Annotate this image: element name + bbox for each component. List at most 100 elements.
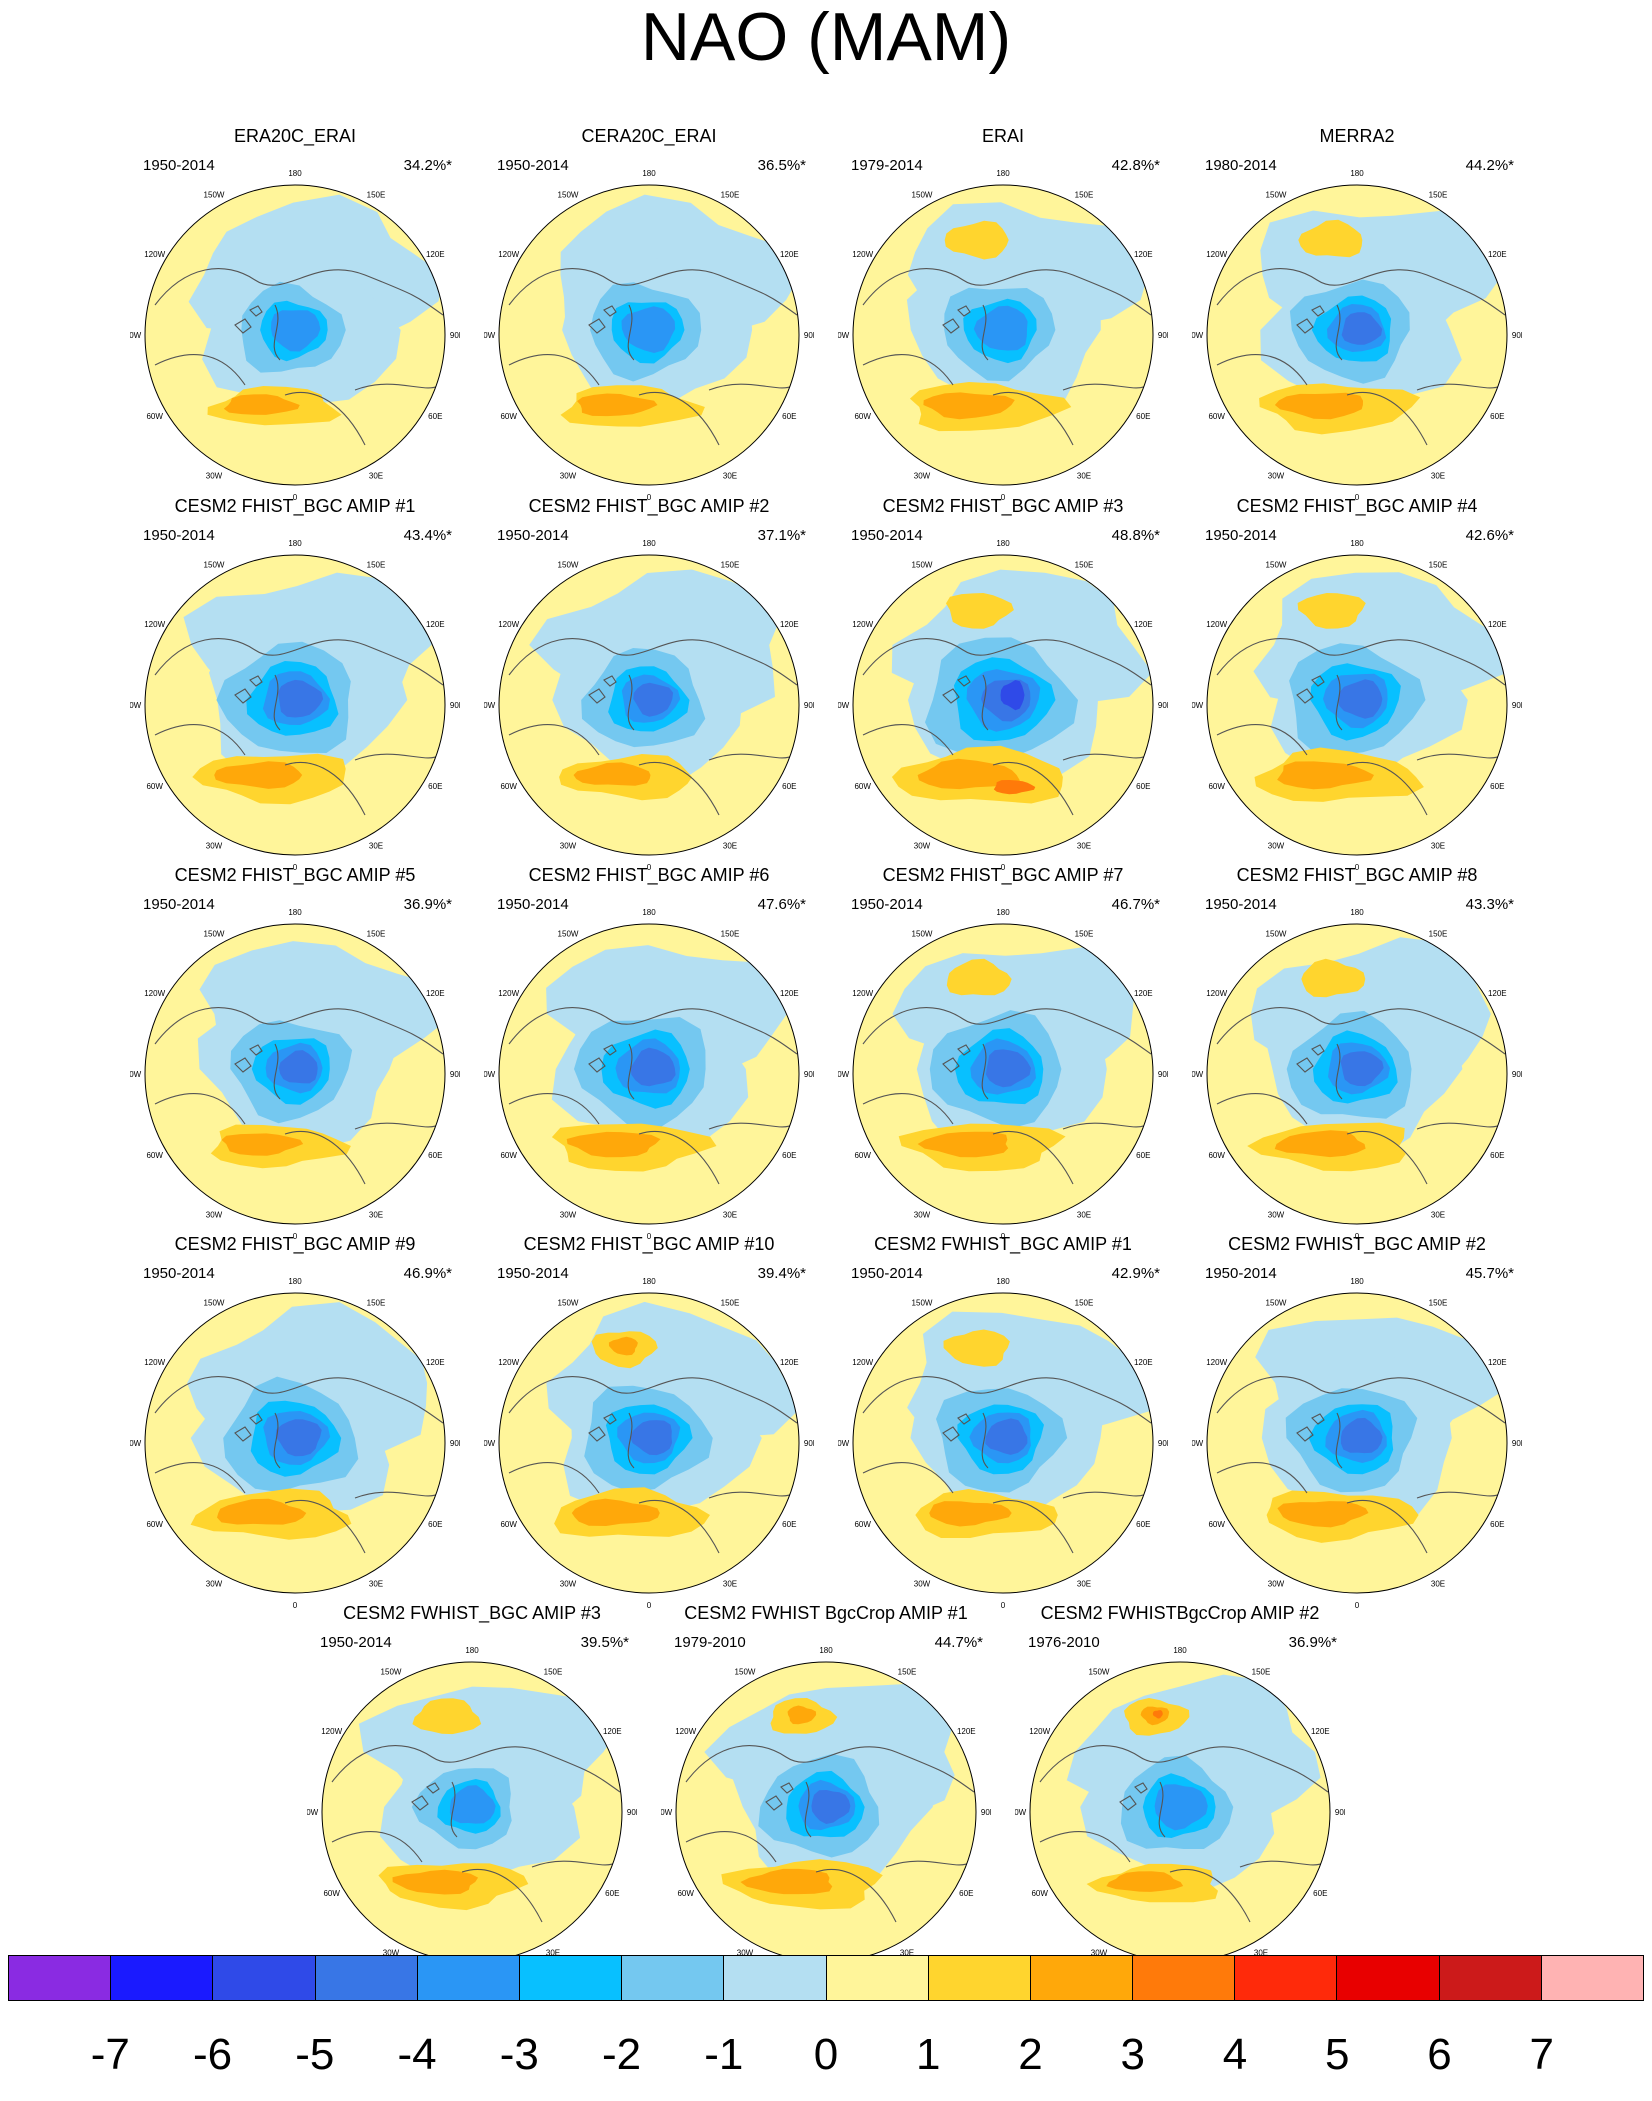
longitude-label-180: 180	[642, 539, 656, 548]
longitude-label-180: 180	[996, 539, 1010, 548]
longitude-label-120e: 120E	[780, 620, 799, 629]
positive-anomaly-level-2	[571, 1498, 660, 1526]
negative-anomaly-level-3	[1154, 1784, 1208, 1831]
map-border	[852, 184, 1154, 486]
coastlines	[862, 638, 1152, 816]
longitude-label-60w: 60W	[146, 1151, 163, 1160]
longitude-label-90w: 90W	[130, 701, 142, 710]
longitude-label-30w: 30W	[560, 1210, 577, 1219]
polar-map: 180 150E 120E 90E 60E 30E 0 30W 60W 90W 120W 150W	[484, 1277, 814, 1610]
longitude-label-0: 0	[1001, 1601, 1006, 1610]
panel-explained-variance: 44.7%*	[934, 1634, 983, 1651]
panel-explained-variance: 37.1%*	[757, 527, 806, 544]
longitude-label-30e: 30E	[369, 1210, 383, 1219]
longitude-label-120e: 120E	[780, 1358, 799, 1367]
negative-anomaly-level-3	[621, 306, 676, 353]
panel-explained-variance: 43.3%*	[1465, 896, 1514, 913]
longitude-label-150e: 150E	[1075, 1299, 1094, 1308]
colorbar-tick-label: 4	[1222, 2030, 1248, 2079]
longitude-label-30w: 30W	[914, 1210, 931, 1219]
longitude-label-30w: 30W	[206, 471, 223, 480]
pacific-positive-anomaly	[412, 1698, 482, 1735]
panel-explained-variance: 46.9%*	[403, 1265, 452, 1282]
colorbar-tick-label: 7	[1529, 2030, 1554, 2079]
pacific-positive-core	[608, 1336, 638, 1356]
longitude-label-120e: 120E	[1134, 989, 1153, 998]
positive-anomaly-level-2	[929, 1501, 1012, 1527]
map-border	[144, 923, 446, 1225]
longitude-label-90w: 90W	[1192, 701, 1204, 710]
panel-title: CESM2 FWHIST BgcCrop AMIP #1	[684, 1603, 968, 1623]
negative-anomaly-level-4	[629, 1420, 673, 1456]
pacific-positive-peak	[1152, 1710, 1163, 1719]
panel-period: 1950-2014	[143, 157, 215, 174]
longitude-label-150e: 150E	[721, 191, 740, 200]
longitude-label-30w: 30W	[914, 471, 931, 480]
longitude-label-120w: 120W	[321, 1727, 342, 1736]
longitude-label-30e: 30E	[1431, 471, 1445, 480]
colorbar-segment	[315, 1955, 418, 2001]
longitude-label-120e: 120E	[1488, 620, 1507, 629]
panel-explained-variance: 43.4%*	[403, 527, 452, 544]
longitude-label-30w: 30W	[914, 841, 931, 850]
colorbar-tick-label: -2	[601, 2030, 642, 2079]
panel-explained-variance: 36.5%*	[757, 157, 806, 174]
colorbar-tick-label: -1	[704, 2030, 744, 2079]
coastlines	[862, 1376, 1152, 1554]
longitude-label-120w: 120W	[852, 1358, 873, 1367]
panel-explained-variance: 36.9%*	[403, 896, 452, 913]
polar-map: 180 150E 120E 90E 60E 30E 0 30W 60W 90W 120W 150W	[1192, 1277, 1522, 1610]
longitude-label-60e: 60E	[1490, 1151, 1504, 1160]
longitude-label-60e: 60E	[428, 782, 442, 791]
pacific-positive-anomaly	[946, 958, 1012, 996]
panel-period: 1950-2014	[851, 896, 923, 913]
longitude-label-0: 0	[647, 1232, 652, 1241]
longitude-label-120w: 120W	[1206, 620, 1227, 629]
map-panel: CESM2 FWHIST_BGC AMIP #1 1950-2014 42.9%* 1…	[838, 1233, 1168, 1610]
longitude-label-30e: 30E	[723, 1210, 737, 1219]
longitude-label-60e: 60E	[1136, 1151, 1150, 1160]
longitude-label-90e: 90E	[804, 331, 814, 340]
longitude-label-150w: 150W	[558, 561, 579, 570]
coastlines	[862, 1007, 1152, 1185]
longitude-label-180: 180	[1350, 169, 1364, 178]
longitude-label-90w: 90W	[484, 331, 496, 340]
longitude-label-90e: 90E	[804, 1070, 814, 1079]
negative-anomaly-level-4	[1341, 312, 1383, 345]
longitude-label-90e: 90E	[1512, 331, 1522, 340]
colorbar-tick-label: 2	[1018, 2030, 1043, 2079]
longitude-label-60w: 60W	[854, 1520, 871, 1529]
longitude-label-120w: 120W	[144, 989, 165, 998]
negative-anomaly-level-4	[985, 1049, 1031, 1088]
longitude-label-30w: 30W	[1268, 841, 1285, 850]
panel-period: 1950-2014	[497, 896, 569, 913]
longitude-label-180: 180	[288, 908, 302, 917]
map-border	[498, 554, 800, 856]
panel-explained-variance: 36.9%*	[1288, 1634, 1337, 1651]
longitude-label-90w: 90W	[661, 1808, 673, 1817]
map-panel: CESM2 FWHISTBgcCrop AMIP #2 1976-2010 36.9…	[1015, 1602, 1345, 1979]
longitude-label-0: 0	[1355, 1601, 1360, 1610]
coastlines	[508, 1376, 798, 1554]
longitude-label-30w: 30W	[383, 1948, 400, 1957]
pacific-positive-anomaly	[1298, 219, 1363, 258]
longitude-label-120e: 120E	[603, 1727, 622, 1736]
longitude-label-120w: 120W	[1029, 1727, 1050, 1736]
pacific-positive-anomaly	[944, 220, 1009, 260]
colorbar-tick-label: 1	[916, 2030, 941, 2079]
longitude-label-90w: 90W	[1192, 1439, 1204, 1448]
longitude-label-30e: 30E	[369, 1579, 383, 1588]
pacific-positive-anomaly	[946, 593, 1014, 629]
polar-map: 180 150E 120E 90E 60E 30E 0 30W 60W 90W 120W 150W	[838, 539, 1168, 872]
colorbar-segment	[1235, 1955, 1338, 2001]
longitude-label-60e: 60E	[1136, 782, 1150, 791]
longitude-label-30w: 30W	[737, 1948, 754, 1957]
panel-title: ERA20C_ERAI	[233, 126, 357, 146]
polar-map: 180 150E 120E 90E 60E 30E 0 30W 60W 90W 120W 150W	[130, 908, 460, 1241]
map-border	[498, 923, 800, 1225]
longitude-label-180: 180	[288, 1277, 302, 1286]
longitude-label-120e: 120E	[426, 250, 445, 259]
longitude-label-30w: 30W	[206, 841, 223, 850]
panel-period: 1950-2014	[1205, 1265, 1277, 1282]
longitude-label-150w: 150W	[912, 930, 933, 939]
